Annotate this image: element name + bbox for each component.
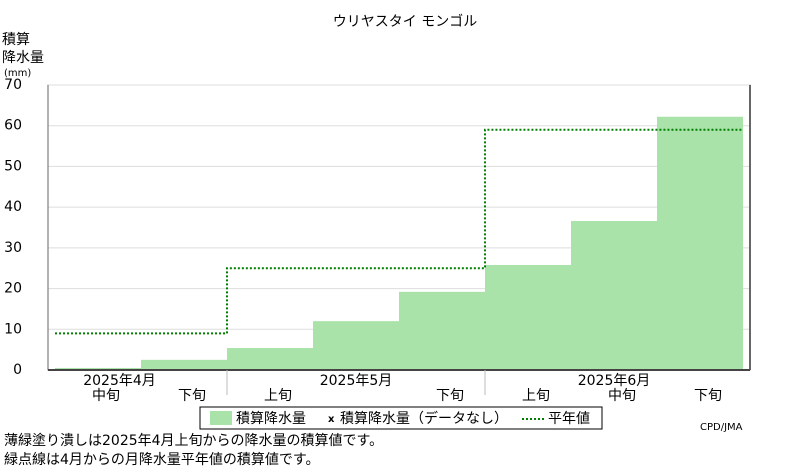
bar [313,321,399,370]
bar [55,367,141,370]
legend-label: 積算降水量 [236,411,306,427]
x-tick-label: 下旬 [436,388,464,404]
y-tick-label: 40 [4,199,22,215]
bar [141,359,227,370]
bar [399,291,485,370]
x-tick-label: 中旬 [608,388,636,404]
legend-label: 積算降水量（データなし） [340,410,508,427]
y-tick-label: 30 [4,240,22,256]
y-tick-label: 60 [4,118,22,134]
bar [485,264,571,370]
x-tick-label: 下旬 [694,388,722,404]
note: 緑点線は4月からの月降水量平年値の積算値です。 [4,452,320,468]
bar [227,348,313,370]
bar [571,220,657,370]
y-axis-label: 積算 [2,32,30,48]
note: 薄緑塗り潰しは2025年4月上旬からの降水量の積算値です。 [4,432,383,449]
legend-label: 平年値 [548,411,590,427]
legend-swatch [210,411,232,425]
y-axis-label: 降水量 [2,50,44,66]
bar [657,116,743,370]
y-axis-label: (mm) [4,68,31,79]
legend [199,406,603,430]
y-tick-label: 20 [4,281,22,297]
month-label: 2025年5月 [320,373,393,389]
month-label: 2025年6月 [578,373,651,389]
x-tick-label: 上旬 [264,388,292,404]
x-tick-label: 上旬 [522,388,550,404]
normal-line [55,128,743,335]
x-tick-label: 中旬 [92,388,120,404]
credit: CPD/JMA [700,422,743,433]
y-tick-label: 0 [13,362,22,378]
y-tick-label: 50 [4,158,22,174]
legend-nodata-marker: x [328,414,335,425]
month-label: 2025年4月 [83,373,156,389]
x-tick-label: 下旬 [178,388,206,404]
y-tick-label: 70 [4,77,22,93]
y-tick-label: 10 [4,321,22,337]
chart-title: ウリヤスタイ モンゴル [333,13,477,30]
